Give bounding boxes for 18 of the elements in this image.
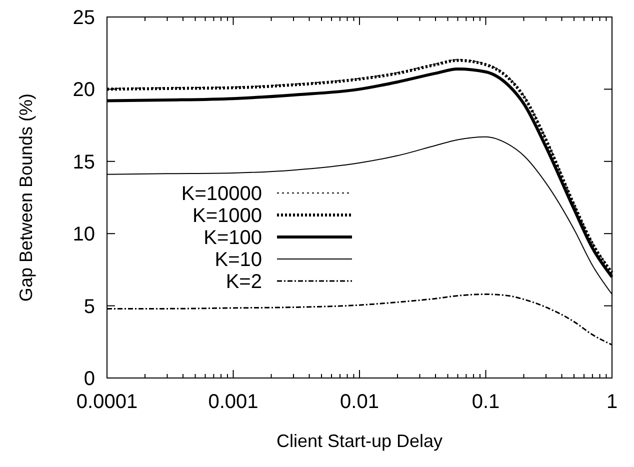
y-tick-label: 5 — [84, 296, 95, 318]
x-axis-title: Client Start-up Delay — [276, 431, 443, 451]
legend-label: K=1000 — [192, 205, 262, 227]
legend-label: K=2 — [226, 271, 262, 293]
x-tick-label: 1 — [606, 391, 618, 413]
legend-label: K=10 — [214, 249, 262, 271]
y-tick-label: 15 — [72, 151, 95, 174]
legend-label: K=100 — [204, 227, 262, 249]
y-axis-title: Gap Between Bounds (%) — [16, 93, 36, 302]
x-tick-label: 0.1 — [472, 391, 500, 413]
y-tick-label: 20 — [72, 79, 95, 102]
x-tick-label: 0.0001 — [76, 391, 138, 413]
legend-label: K=10000 — [181, 183, 262, 205]
y-tick-label: 10 — [72, 224, 95, 246]
y-tick-label: 25 — [72, 7, 95, 29]
y-tick-label: 0 — [84, 368, 95, 390]
x-tick-label: 0.01 — [340, 391, 379, 413]
x-tick-label: 0.001 — [208, 391, 258, 413]
